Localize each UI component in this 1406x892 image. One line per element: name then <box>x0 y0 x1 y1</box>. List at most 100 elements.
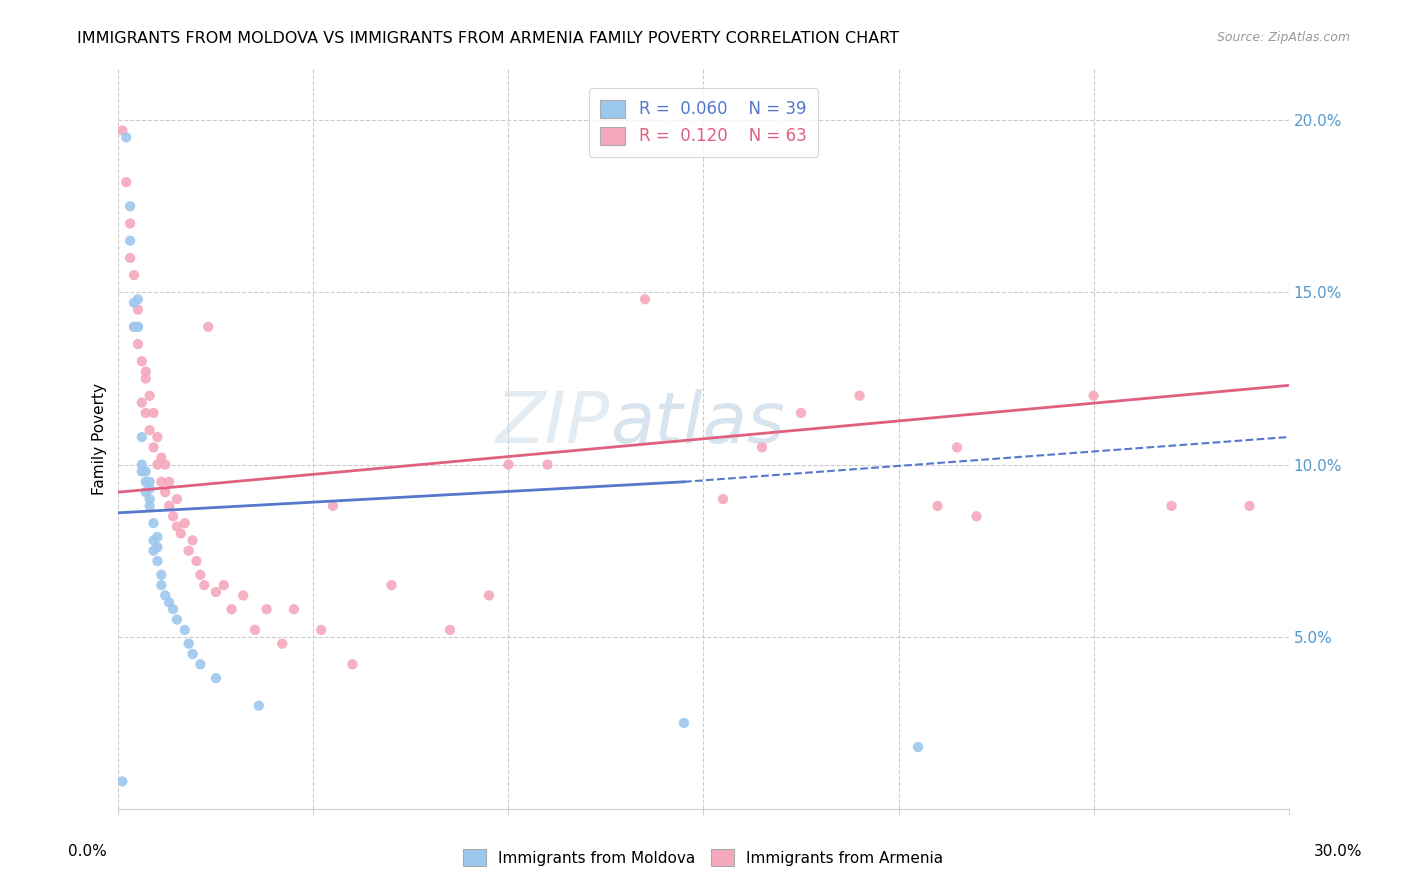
Point <box>177 637 200 651</box>
Point <box>380 578 402 592</box>
Point <box>162 509 184 524</box>
Point <box>181 647 204 661</box>
Point <box>166 491 188 506</box>
Point <box>120 217 142 231</box>
Point <box>122 295 145 310</box>
Legend: Immigrants from Moldova, Immigrants from Armenia: Immigrants from Moldova, Immigrants from… <box>456 842 950 873</box>
Point <box>122 319 145 334</box>
Point <box>1160 499 1182 513</box>
Point <box>135 475 157 489</box>
Point <box>927 499 949 513</box>
Point <box>173 623 195 637</box>
Point <box>256 602 278 616</box>
Point <box>848 389 870 403</box>
Point <box>205 671 228 685</box>
Point <box>157 595 180 609</box>
Point <box>243 623 266 637</box>
Point <box>173 516 195 530</box>
Point <box>157 475 180 489</box>
Point <box>162 602 184 616</box>
Point <box>966 509 988 524</box>
Point <box>131 395 153 409</box>
Point <box>146 430 169 444</box>
Point <box>127 319 149 334</box>
Point <box>142 543 165 558</box>
Point <box>135 406 157 420</box>
Point <box>322 499 344 513</box>
Point <box>146 458 169 472</box>
Point <box>478 589 501 603</box>
Point <box>205 585 228 599</box>
Point <box>135 371 157 385</box>
Point <box>672 715 695 730</box>
Point <box>157 499 180 513</box>
Point <box>146 541 169 555</box>
Point <box>498 458 520 472</box>
Point <box>188 657 211 672</box>
Point <box>536 458 558 472</box>
Point <box>188 567 211 582</box>
Point <box>946 441 969 455</box>
Point <box>309 623 332 637</box>
Point <box>439 623 461 637</box>
Point <box>181 533 204 548</box>
Point <box>212 578 235 592</box>
Point <box>138 423 160 437</box>
Point <box>142 516 165 530</box>
Point <box>142 441 165 455</box>
Point <box>138 482 160 496</box>
Point <box>197 319 219 334</box>
Text: IMMIGRANTS FROM MOLDOVA VS IMMIGRANTS FROM ARMENIA FAMILY POVERTY CORRELATION CH: IMMIGRANTS FROM MOLDOVA VS IMMIGRANTS FR… <box>77 31 900 46</box>
Point <box>146 530 169 544</box>
Point <box>127 337 149 351</box>
Point <box>155 589 177 603</box>
Point <box>127 302 149 317</box>
Point <box>135 365 157 379</box>
Point <box>131 430 153 444</box>
Text: Source: ZipAtlas.com: Source: ZipAtlas.com <box>1216 31 1350 45</box>
Point <box>150 567 173 582</box>
Point <box>115 175 138 189</box>
Point <box>135 465 157 479</box>
Text: atlas: atlas <box>610 390 785 458</box>
Text: ZIP: ZIP <box>495 390 610 458</box>
Point <box>127 293 149 307</box>
Point <box>907 739 929 754</box>
Point <box>186 554 208 568</box>
Point <box>247 698 270 713</box>
Point <box>138 499 160 513</box>
Point <box>131 354 153 368</box>
Point <box>283 602 305 616</box>
Point <box>1083 389 1105 403</box>
Point <box>155 485 177 500</box>
Point <box>122 319 145 334</box>
Point <box>131 458 153 472</box>
Point <box>751 441 773 455</box>
Point <box>150 475 173 489</box>
Point <box>122 268 145 282</box>
Point <box>120 234 142 248</box>
Point <box>155 458 177 472</box>
Point <box>170 526 193 541</box>
Legend: R =  0.060    N = 39, R =  0.120    N = 63: R = 0.060 N = 39, R = 0.120 N = 63 <box>589 88 818 157</box>
Point <box>142 406 165 420</box>
Point <box>634 293 657 307</box>
Point <box>166 613 188 627</box>
Point <box>221 602 243 616</box>
Point <box>138 475 160 489</box>
Point <box>342 657 364 672</box>
Point <box>271 637 294 651</box>
Point <box>115 130 138 145</box>
Point <box>111 774 134 789</box>
Point <box>790 406 813 420</box>
Point <box>1239 499 1261 513</box>
Point <box>135 485 157 500</box>
Point <box>193 578 215 592</box>
Point <box>138 491 160 506</box>
Point <box>177 543 200 558</box>
Point <box>127 319 149 334</box>
Point <box>146 554 169 568</box>
Point <box>150 450 173 465</box>
Point <box>232 589 254 603</box>
Point <box>142 533 165 548</box>
